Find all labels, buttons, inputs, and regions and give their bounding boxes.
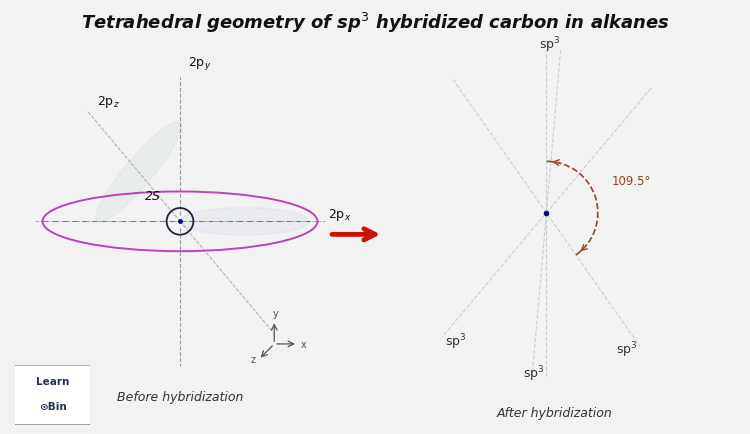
Text: 2S: 2S [146, 190, 161, 203]
Text: Learn: Learn [36, 377, 69, 387]
Text: sp$^3$: sp$^3$ [524, 365, 545, 385]
Text: sp$^3$: sp$^3$ [616, 340, 638, 359]
Text: sp$^3$: sp$^3$ [539, 36, 560, 55]
FancyBboxPatch shape [13, 365, 92, 425]
Text: 2p$_z$: 2p$_z$ [97, 94, 120, 110]
Text: ⊙Bin: ⊙Bin [39, 402, 66, 412]
Text: 2p$_y$: 2p$_y$ [188, 55, 211, 72]
Text: 109.5°: 109.5° [611, 175, 651, 188]
Text: y: y [273, 309, 279, 319]
Text: Before hybridization: Before hybridization [117, 391, 243, 404]
Text: Tetrahedral geometry of sp$^3$ hybridized carbon in alkanes: Tetrahedral geometry of sp$^3$ hybridize… [81, 11, 669, 35]
Text: sp$^3$: sp$^3$ [446, 332, 466, 352]
Text: After hybridization: After hybridization [497, 407, 613, 420]
Text: z: z [251, 355, 256, 365]
Text: x: x [301, 341, 307, 351]
Text: 2p$_x$: 2p$_x$ [328, 207, 351, 223]
